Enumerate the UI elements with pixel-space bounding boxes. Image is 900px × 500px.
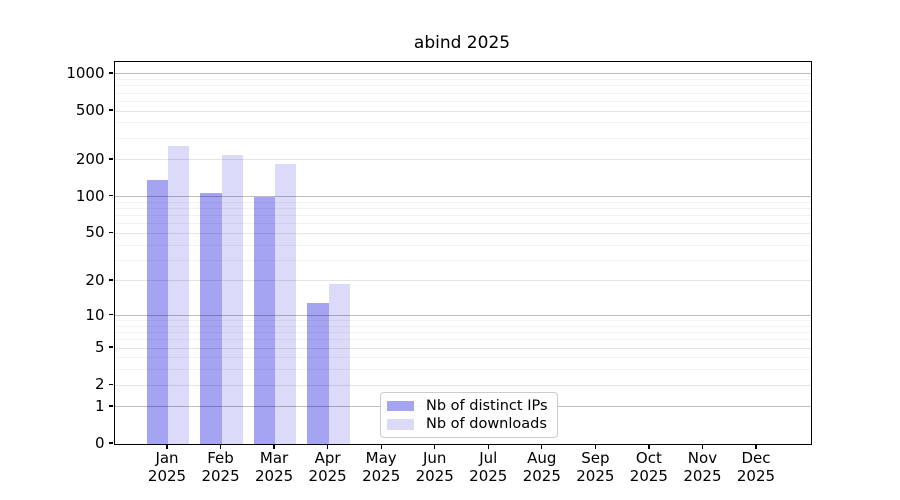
gridline-minor xyxy=(115,122,811,124)
x-tick-mark xyxy=(755,444,757,449)
y-tick-label: 20 xyxy=(85,270,105,289)
legend-swatch-nb-of-distinct-ips xyxy=(387,400,414,411)
gridline-minor xyxy=(115,85,811,87)
gridline-minor xyxy=(115,100,811,102)
y-tick-mark xyxy=(108,109,113,111)
y-tick-mark xyxy=(108,158,113,160)
gridline-minor xyxy=(115,92,811,94)
bar-nb-of-downloads-jan xyxy=(168,145,190,444)
x-tick-mark xyxy=(594,444,596,449)
bar-nb-of-downloads-apr xyxy=(328,283,351,444)
y-tick-label: 1 xyxy=(94,396,105,415)
y-tick-label: 500 xyxy=(75,101,105,120)
x-tick-label-may: May 2025 xyxy=(362,449,401,485)
bar-nb-of-distinct-ips-jan xyxy=(146,180,168,444)
y-tick-mark xyxy=(108,231,113,234)
gridline-minor xyxy=(115,79,811,81)
x-tick-mark xyxy=(487,444,489,449)
chart-title: abind 2025 xyxy=(413,33,511,53)
x-tick-label-aug: Aug 2025 xyxy=(522,449,561,485)
gridline-mid xyxy=(115,110,811,112)
y-tick-mark xyxy=(108,313,113,316)
legend-item-nb-of-distinct-ips: Nb of distinct IPs xyxy=(387,397,548,415)
y-tick-mark xyxy=(108,72,113,74)
y-tick-label: 200 xyxy=(75,149,105,168)
bar-nb-of-distinct-ips-apr xyxy=(307,302,329,444)
y-tick-mark xyxy=(108,442,113,444)
x-tick-label-mar: Mar 2025 xyxy=(254,449,294,485)
legend-swatch-nb-of-downloads xyxy=(387,419,414,430)
y-tick-mark xyxy=(108,346,113,348)
y-tick-label: 0 xyxy=(94,434,105,452)
x-tick-label-nov: Nov 2025 xyxy=(683,449,722,485)
x-tick-label-jan: Jan 2025 xyxy=(147,449,187,485)
y-tick-mark xyxy=(108,195,113,197)
x-tick-label-jul: Jul 2025 xyxy=(469,449,508,485)
gridline-minor xyxy=(115,137,811,139)
y-tick-mark xyxy=(108,405,113,407)
plot-area xyxy=(114,61,812,445)
x-tick-label-feb: Feb 2025 xyxy=(201,449,240,485)
x-tick-mark xyxy=(541,444,543,449)
gridline-major xyxy=(115,73,811,75)
x-tick-label-sep: Sep 2025 xyxy=(576,449,615,485)
x-tick-mark xyxy=(648,444,650,449)
y-tick-label: 2 xyxy=(94,375,105,394)
x-tick-label-apr: Apr 2025 xyxy=(308,449,347,485)
x-tick-mark xyxy=(380,444,382,449)
bar-nb-of-downloads-feb xyxy=(221,154,243,444)
y-tick-label: 1000 xyxy=(66,63,105,82)
y-tick-mark xyxy=(108,279,113,281)
y-tick-label: 10 xyxy=(85,305,105,324)
x-tick-mark xyxy=(434,444,436,449)
bar-nb-of-downloads-mar xyxy=(275,164,297,444)
y-tick-mark xyxy=(108,383,113,385)
y-tick-label: 50 xyxy=(85,223,105,242)
x-tick-label-oct: Oct 2025 xyxy=(629,449,668,485)
y-tick-label: 5 xyxy=(94,338,105,357)
x-tick-label-jun: Jun 2025 xyxy=(415,449,454,485)
bar-nb-of-distinct-ips-feb xyxy=(200,192,222,444)
legend-item-nb-of-downloads: Nb of downloads xyxy=(387,416,548,434)
x-tick-mark xyxy=(166,444,168,449)
x-tick-label-dec: Dec 2025 xyxy=(736,449,776,485)
legend-label: Nb of downloads xyxy=(426,416,547,433)
x-tick-mark xyxy=(219,444,222,449)
bar-nb-of-distinct-ips-mar xyxy=(253,196,276,444)
x-tick-mark xyxy=(701,444,704,449)
x-tick-mark xyxy=(326,444,329,449)
gridline-mid xyxy=(115,159,811,161)
legend: Nb of distinct IPs Nb of downloads xyxy=(380,392,558,438)
legend-label: Nb of distinct IPs xyxy=(426,397,548,414)
y-tick-label: 100 xyxy=(75,186,105,205)
x-tick-mark xyxy=(273,444,275,449)
